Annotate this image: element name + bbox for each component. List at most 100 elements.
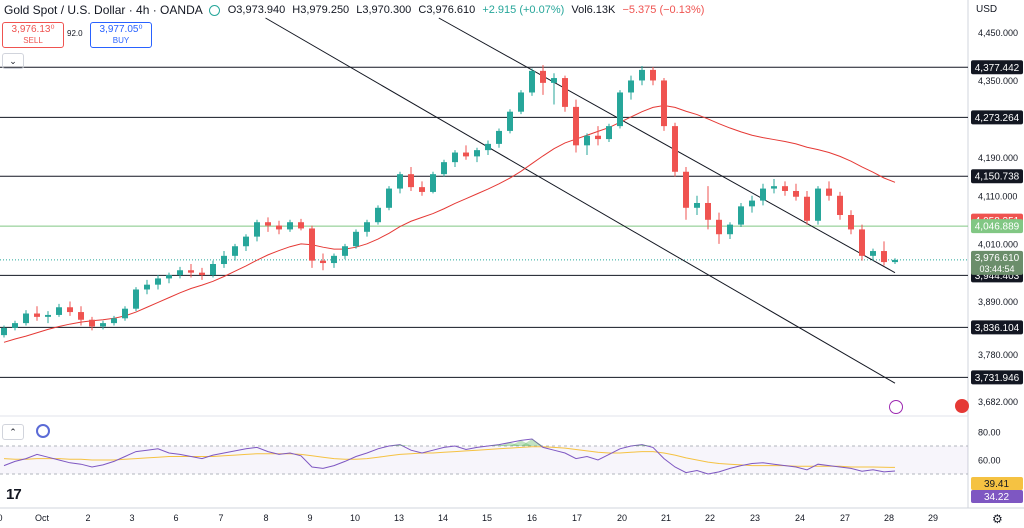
candle-31 — [342, 243, 348, 260]
candle-45 — [496, 128, 502, 148]
candle-body — [452, 152, 458, 163]
rsi-collapse-chevron-icon[interactable]: ⌃ — [2, 424, 24, 440]
candle-77 — [848, 210, 854, 235]
candle-65 — [716, 212, 722, 244]
candle-body — [892, 259, 898, 263]
level-label-1: 4,273.264 — [975, 113, 1020, 124]
candle-50 — [551, 73, 557, 105]
candle-22 — [243, 234, 249, 252]
candle-47 — [518, 90, 524, 115]
price-tick-5: 3,890.000 — [978, 297, 1018, 307]
candle-42 — [463, 145, 469, 160]
candle-body — [67, 307, 73, 313]
date-tick-18: 24 — [795, 513, 805, 523]
candle-body — [639, 69, 645, 81]
level-label-2: 4,150.738 — [975, 172, 1020, 183]
candle-0 — [1, 325, 7, 338]
candle-28 — [309, 225, 315, 268]
date-tick-10: 14 — [438, 513, 448, 523]
candle-body — [221, 255, 227, 265]
date-tick-21: 29 — [928, 513, 938, 523]
high-value: H3,979.250 — [292, 4, 350, 16]
candle-58 — [639, 66, 645, 86]
candle-26 — [287, 219, 293, 232]
candle-body — [463, 152, 469, 157]
date-tick-9: 13 — [394, 513, 404, 523]
date-tick-3: 3 — [129, 513, 134, 523]
settings-gear-icon[interactable]: ⚙ — [992, 512, 1003, 526]
date-tick-12: 16 — [527, 513, 537, 523]
us-flag-icon[interactable] — [955, 399, 969, 413]
symbol-title[interactable]: Gold Spot / U.S. Dollar · 4h · OANDA — [4, 3, 203, 17]
candle-body — [837, 195, 843, 215]
candle-16 — [177, 266, 183, 279]
tradingview-logo-icon[interactable]: 17 — [6, 486, 22, 503]
candle-25 — [276, 220, 282, 235]
candle-43 — [474, 147, 480, 163]
candle-body — [562, 78, 568, 107]
sell-button[interactable]: 3,976.13⁰ SELL — [2, 22, 64, 48]
buy-button[interactable]: 3,977.05⁰ BUY — [90, 22, 152, 48]
candle-body — [815, 188, 821, 221]
price-tick-0: 4,450.000 — [978, 28, 1018, 38]
candle-33 — [364, 219, 370, 237]
candle-body — [881, 251, 887, 263]
candle-body — [694, 202, 700, 208]
date-tick-19: 27 — [840, 513, 850, 523]
candle-61 — [672, 122, 678, 177]
date-tick-11: 15 — [482, 513, 492, 523]
candle-body — [144, 284, 150, 290]
candle-body — [716, 219, 722, 235]
level-tag-6 — [971, 320, 1023, 335]
horizontal-levels[interactable] — [0, 66, 968, 378]
candle-body — [276, 225, 282, 230]
candle-body — [210, 264, 216, 276]
candle-7 — [78, 306, 84, 326]
open-value: O3,973.940 — [227, 4, 286, 16]
candle-body — [89, 319, 95, 327]
candle-body — [804, 196, 810, 221]
candle-body — [507, 111, 513, 131]
collapse-chevron-icon[interactable]: ⌄ — [2, 53, 24, 69]
candle-body — [749, 200, 755, 207]
candle-body — [485, 143, 491, 151]
candle-body — [375, 207, 381, 223]
candle-body — [848, 215, 854, 230]
currency-label[interactable]: USD — [976, 4, 998, 15]
flash-icon[interactable] — [889, 400, 903, 414]
candle-27 — [298, 218, 304, 231]
candle-8 — [89, 316, 95, 331]
candle-1 — [12, 320, 18, 331]
ema-series — [3, 104, 896, 343]
candle-44 — [485, 140, 491, 155]
candle-70 — [771, 178, 777, 194]
candle-body — [177, 270, 183, 276]
level-tag-7 — [971, 370, 1023, 385]
rsi-series — [3, 438, 896, 475]
candle-30 — [331, 253, 337, 268]
candle-body — [628, 80, 634, 93]
rsi-ma-series — [3, 446, 896, 468]
market-status-icon — [208, 4, 220, 16]
channel-line-0 — [265, 17, 896, 384]
candle-body — [12, 323, 18, 328]
date-tick-5: 7 — [218, 513, 223, 523]
candle-body — [826, 188, 832, 196]
price-tick-6: 3,780.000 — [978, 350, 1018, 360]
level-label-0: 4,377.442 — [975, 63, 1020, 74]
trend-channel[interactable] — [265, 17, 896, 384]
last-price-tag — [971, 250, 1023, 275]
candle-body — [111, 318, 117, 324]
candle-78 — [859, 224, 865, 261]
level-tag-0 — [971, 60, 1023, 75]
candle-2 — [23, 310, 29, 326]
buy-label: BUY — [112, 36, 130, 45]
candle-body — [34, 313, 40, 317]
date-tick-13: 17 — [572, 513, 582, 523]
close-value: C3,976.610 — [418, 4, 476, 16]
candle-body — [518, 92, 524, 112]
rsi-refresh-icon[interactable] — [36, 424, 50, 438]
candle-body — [661, 80, 667, 127]
date-tick-20: 28 — [884, 513, 894, 523]
